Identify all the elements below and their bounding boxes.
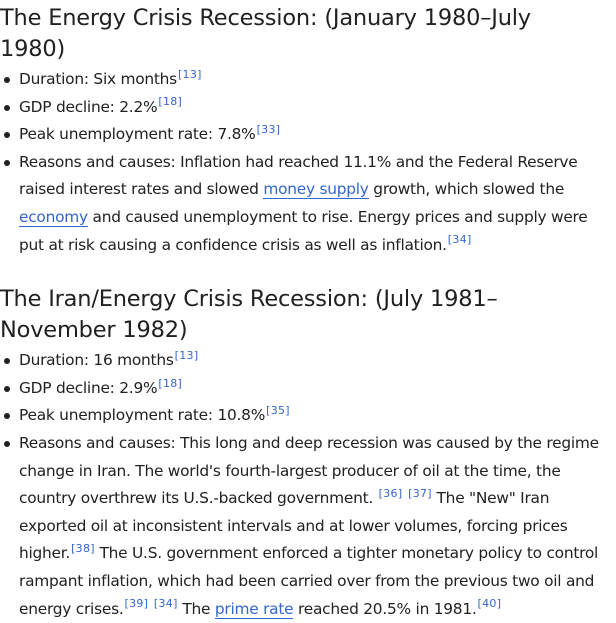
reasons-text: and caused unemployment to rise. Energy … bbox=[19, 207, 588, 254]
citation-ref[interactable]: [36] bbox=[378, 487, 403, 500]
reasons-text: Reasons and causes: This long and deep r… bbox=[19, 433, 599, 508]
section-list-energy-crisis-1980: Duration: Six months[13] GDP decline: 2.… bbox=[0, 66, 600, 259]
gdp-text: GDP decline: 2.2% bbox=[19, 97, 158, 116]
duration-text: Duration: Six months bbox=[19, 70, 177, 88]
list-item-gdp-decline: GDP decline: 2.9%[18] bbox=[0, 375, 600, 403]
list-item-duration: Duration: Six months[13] bbox=[0, 66, 600, 94]
economy-link[interactable]: economy bbox=[19, 207, 88, 227]
article-content: The Energy Crisis Recession: (January 19… bbox=[0, 5, 600, 623]
citation-ref[interactable]: [34] bbox=[153, 597, 178, 611]
citation-ref[interactable]: [40] bbox=[477, 597, 502, 611]
section-heading-energy-crisis-1980: The Energy Crisis Recession: (January 19… bbox=[0, 5, 538, 62]
unemployment-text: Peak unemployment rate: 7.8% bbox=[19, 125, 256, 144]
reasons-text: Reasons and causes: Inflation had reache… bbox=[19, 152, 578, 199]
citation-ref[interactable]: [18] bbox=[158, 95, 183, 109]
duration-text: Duration: 16 months bbox=[19, 351, 174, 370]
reasons-text: growth, which slowed the bbox=[368, 180, 565, 199]
citation-ref[interactable]: [37] bbox=[408, 487, 432, 500]
reasons-text: The bbox=[177, 599, 215, 618]
citation-ref[interactable]: [38] bbox=[71, 542, 95, 556]
list-item-peak-unemployment: Peak unemployment rate: 10.8%[35] bbox=[0, 402, 600, 430]
list-item-reasons: Reasons and causes: This long and deep r… bbox=[0, 430, 600, 623]
list-item-gdp-decline: GDP decline: 2.2%[18] bbox=[0, 94, 600, 122]
section-heading-iran-energy-crisis-1981: The Iran/Energy Crisis Recession: (July … bbox=[0, 286, 498, 344]
reasons-text: The "New" Iran exported oil at inconsist… bbox=[19, 489, 568, 563]
citation-ref[interactable]: [34] bbox=[447, 233, 472, 247]
citation-ref[interactable]: [13] bbox=[177, 67, 202, 81]
gdp-text: GDP decline: 2.9% bbox=[19, 378, 158, 397]
citation-ref[interactable]: [18] bbox=[158, 376, 183, 390]
list-item-peak-unemployment: Peak unemployment rate: 7.8%[33] bbox=[0, 121, 600, 149]
money-supply-link[interactable]: money supply bbox=[263, 180, 369, 200]
section-list-iran-energy-crisis-1981: Duration: 16 months[13] GDP decline: 2.9… bbox=[0, 347, 600, 623]
prime-rate-link[interactable]: prime rate bbox=[214, 599, 294, 619]
list-item-duration: Duration: 16 months[13] bbox=[0, 347, 600, 375]
citation-ref[interactable]: [39] bbox=[124, 597, 149, 611]
citation-ref[interactable]: [35] bbox=[266, 404, 290, 418]
list-item-reasons: Reasons and causes: Inflation had reache… bbox=[0, 149, 600, 259]
citation-ref[interactable]: [33] bbox=[256, 123, 281, 137]
reasons-text: reached 20.5% in 1981. bbox=[293, 599, 477, 618]
unemployment-text: Peak unemployment rate: 10.8% bbox=[19, 406, 266, 425]
citation-ref[interactable]: [13] bbox=[174, 349, 199, 363]
